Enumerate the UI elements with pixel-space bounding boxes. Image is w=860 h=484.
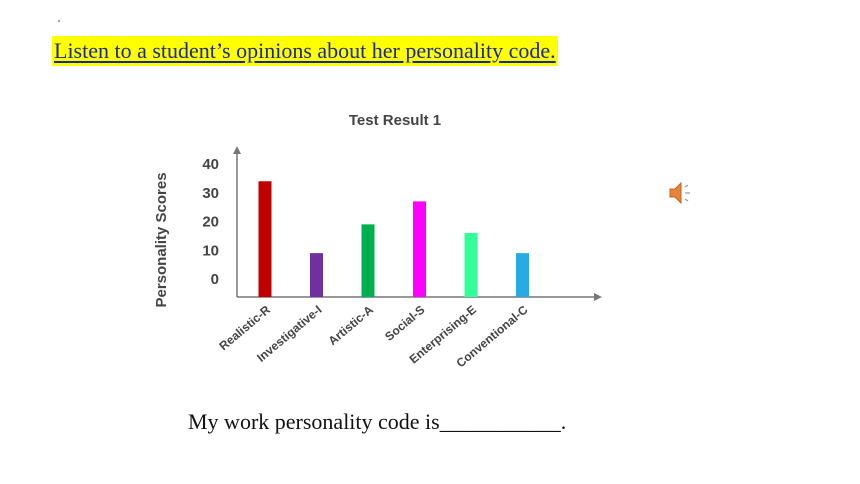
y-tick-label: 20 <box>202 214 219 231</box>
y-tick-label: 10 <box>202 242 219 259</box>
chart-bars <box>258 181 529 297</box>
bar <box>516 253 529 297</box>
bar <box>361 224 375 297</box>
y-tick-label: 40 <box>202 156 219 173</box>
y-tick-labels: 0 10 20 30 40 <box>202 156 219 288</box>
chart-title: Test Result 1 <box>349 112 441 129</box>
decorative-dot <box>58 20 60 22</box>
x-tick-label: Artistic-A <box>326 302 377 348</box>
bar <box>464 233 478 297</box>
bar <box>413 201 426 297</box>
instruction-text: Listen to a student’s opinions about her… <box>52 36 558 66</box>
x-axis-arrow <box>594 293 602 301</box>
y-tick-label: 30 <box>202 185 219 202</box>
answer-sentence: My work personality code is___________. <box>188 409 567 434</box>
y-axis-arrow <box>233 146 241 154</box>
bar <box>310 253 323 297</box>
y-tick-label: 0 <box>211 271 219 288</box>
y-axis-label: Personality Scores <box>153 172 170 307</box>
speaker-icon[interactable] <box>666 178 696 208</box>
x-tick-label: Social-S <box>382 303 427 344</box>
bar <box>258 181 272 297</box>
